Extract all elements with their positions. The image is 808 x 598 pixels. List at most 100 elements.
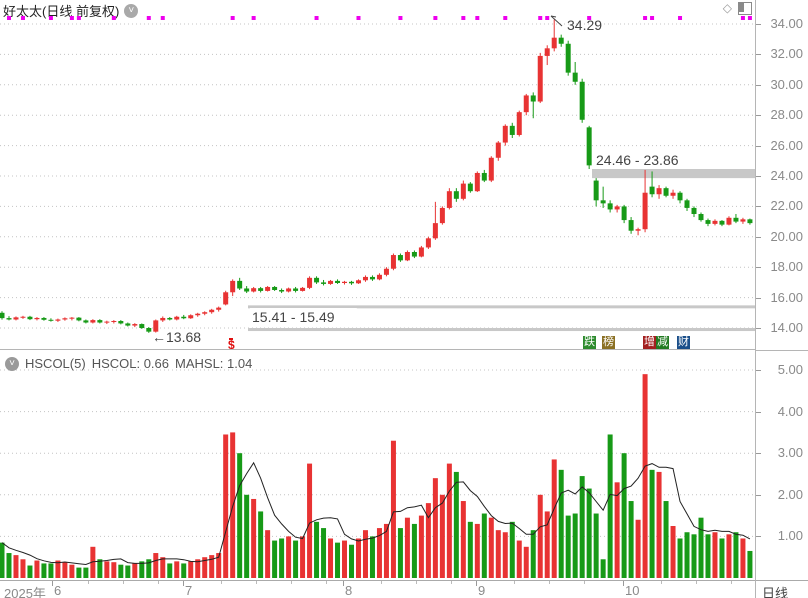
event-marker-dot [678, 16, 683, 20]
volume-bar [118, 564, 124, 578]
x-axis-minor-tick [584, 581, 585, 584]
volume-bar [670, 526, 676, 578]
volume-bar [642, 374, 648, 578]
chevron-down-icon[interactable]: ˅ [5, 356, 19, 371]
volume-bar [432, 478, 438, 578]
volume-bar [600, 559, 606, 578]
candle [314, 276, 320, 284]
volume-bar [216, 553, 222, 578]
event-marker-dot [545, 16, 550, 20]
event-marker-dot [643, 16, 648, 20]
indicator-hscol-value: HSCOL: 0.66 [91, 356, 170, 371]
candle [265, 286, 271, 292]
price-candlestick-panel[interactable]: 15.41 - 15.49 24.46 - 23.86 34.29 ←13.68 $ [0, 0, 755, 352]
event-marker-dot [433, 16, 438, 20]
candle [586, 125, 592, 170]
volume-bar [160, 557, 166, 578]
gap-band [592, 169, 755, 179]
chevron-down-icon[interactable]: ˅ [124, 3, 139, 18]
candle [335, 279, 341, 284]
x-axis-tick [52, 581, 53, 586]
event-marker-dot [69, 16, 74, 20]
candle [167, 317, 173, 321]
event-marker-dot [251, 16, 256, 20]
candle [600, 186, 606, 208]
candle [565, 40, 571, 76]
candle [621, 204, 627, 224]
candle [628, 217, 634, 234]
event-badge-财[interactable]: 财 [677, 336, 690, 349]
volume-bar [237, 453, 243, 578]
volume-bar [656, 471, 662, 578]
candle [355, 279, 361, 284]
volume-bar [621, 453, 627, 578]
volume-bar [390, 440, 396, 578]
candle [726, 216, 732, 226]
x-axis[interactable]: 2025年 6 7 8 9 10 [0, 580, 755, 598]
candle [642, 169, 648, 233]
volume-indicator-panel[interactable] [0, 352, 755, 580]
y-axis-tick [756, 115, 761, 116]
volume-bar [376, 528, 382, 578]
candle [551, 19, 557, 52]
volume-bar [726, 534, 732, 578]
indicator-name[interactable]: HSCOL(5) [25, 356, 86, 371]
period-label[interactable]: 日线 [762, 586, 789, 598]
x-axis-minor-tick [123, 581, 124, 584]
candle [111, 320, 117, 324]
candle [48, 318, 54, 322]
volume-bar [83, 567, 89, 578]
y-axis-label: 20.00 [770, 229, 803, 244]
x-axis-label: 8 [345, 583, 353, 598]
candle [160, 316, 166, 322]
gap-band [248, 328, 755, 332]
y-axis-tick [756, 54, 761, 55]
candle [286, 287, 292, 293]
candle [467, 182, 473, 193]
diamond-icon[interactable]: ◇ [722, 1, 732, 15]
y-axis-label: 32.00 [770, 46, 803, 61]
candle [349, 280, 354, 285]
candle [579, 78, 585, 123]
candle [691, 206, 697, 218]
volume-bar [586, 488, 592, 578]
volume-bar [62, 562, 68, 578]
candle [425, 236, 431, 249]
event-badge-跌[interactable]: 跌 [583, 336, 596, 349]
volume-bar [460, 501, 466, 578]
volume-bar [90, 546, 96, 578]
volume-bar [293, 540, 299, 578]
volume-bar [446, 463, 452, 578]
event-badge-减[interactable]: 减 [656, 336, 669, 349]
candle [69, 317, 75, 321]
y-axis-tick [756, 298, 761, 299]
volume-bar [747, 550, 753, 578]
volume-bar [258, 511, 264, 578]
volume-bar [439, 494, 445, 578]
event-badge-增[interactable]: 增 [643, 336, 656, 349]
x-axis-minor-tick [381, 581, 382, 584]
candle [209, 308, 215, 314]
candle [509, 122, 515, 138]
top-right-icons: ◇ [723, 1, 752, 15]
candle [502, 124, 508, 146]
volume-bar [509, 521, 515, 578]
volume-bar [195, 559, 201, 578]
panel-layout-icon[interactable] [738, 1, 752, 15]
candle [279, 288, 285, 294]
period-cell[interactable]: 日线 [756, 580, 808, 598]
event-marker-dot [111, 16, 116, 20]
candle [97, 319, 103, 324]
volume-bar [167, 563, 173, 578]
event-marker-dot [587, 16, 592, 20]
candle [418, 245, 424, 258]
event-badge-榜[interactable]: 榜 [602, 336, 615, 349]
volume-bar [614, 482, 620, 578]
candle [460, 180, 466, 201]
x-axis-minor-tick [291, 581, 292, 584]
gap-label: 24.46 - 23.86 [596, 152, 679, 168]
candle [90, 319, 96, 324]
candle [432, 201, 438, 240]
volume-bar [544, 511, 550, 578]
candle [719, 220, 725, 227]
